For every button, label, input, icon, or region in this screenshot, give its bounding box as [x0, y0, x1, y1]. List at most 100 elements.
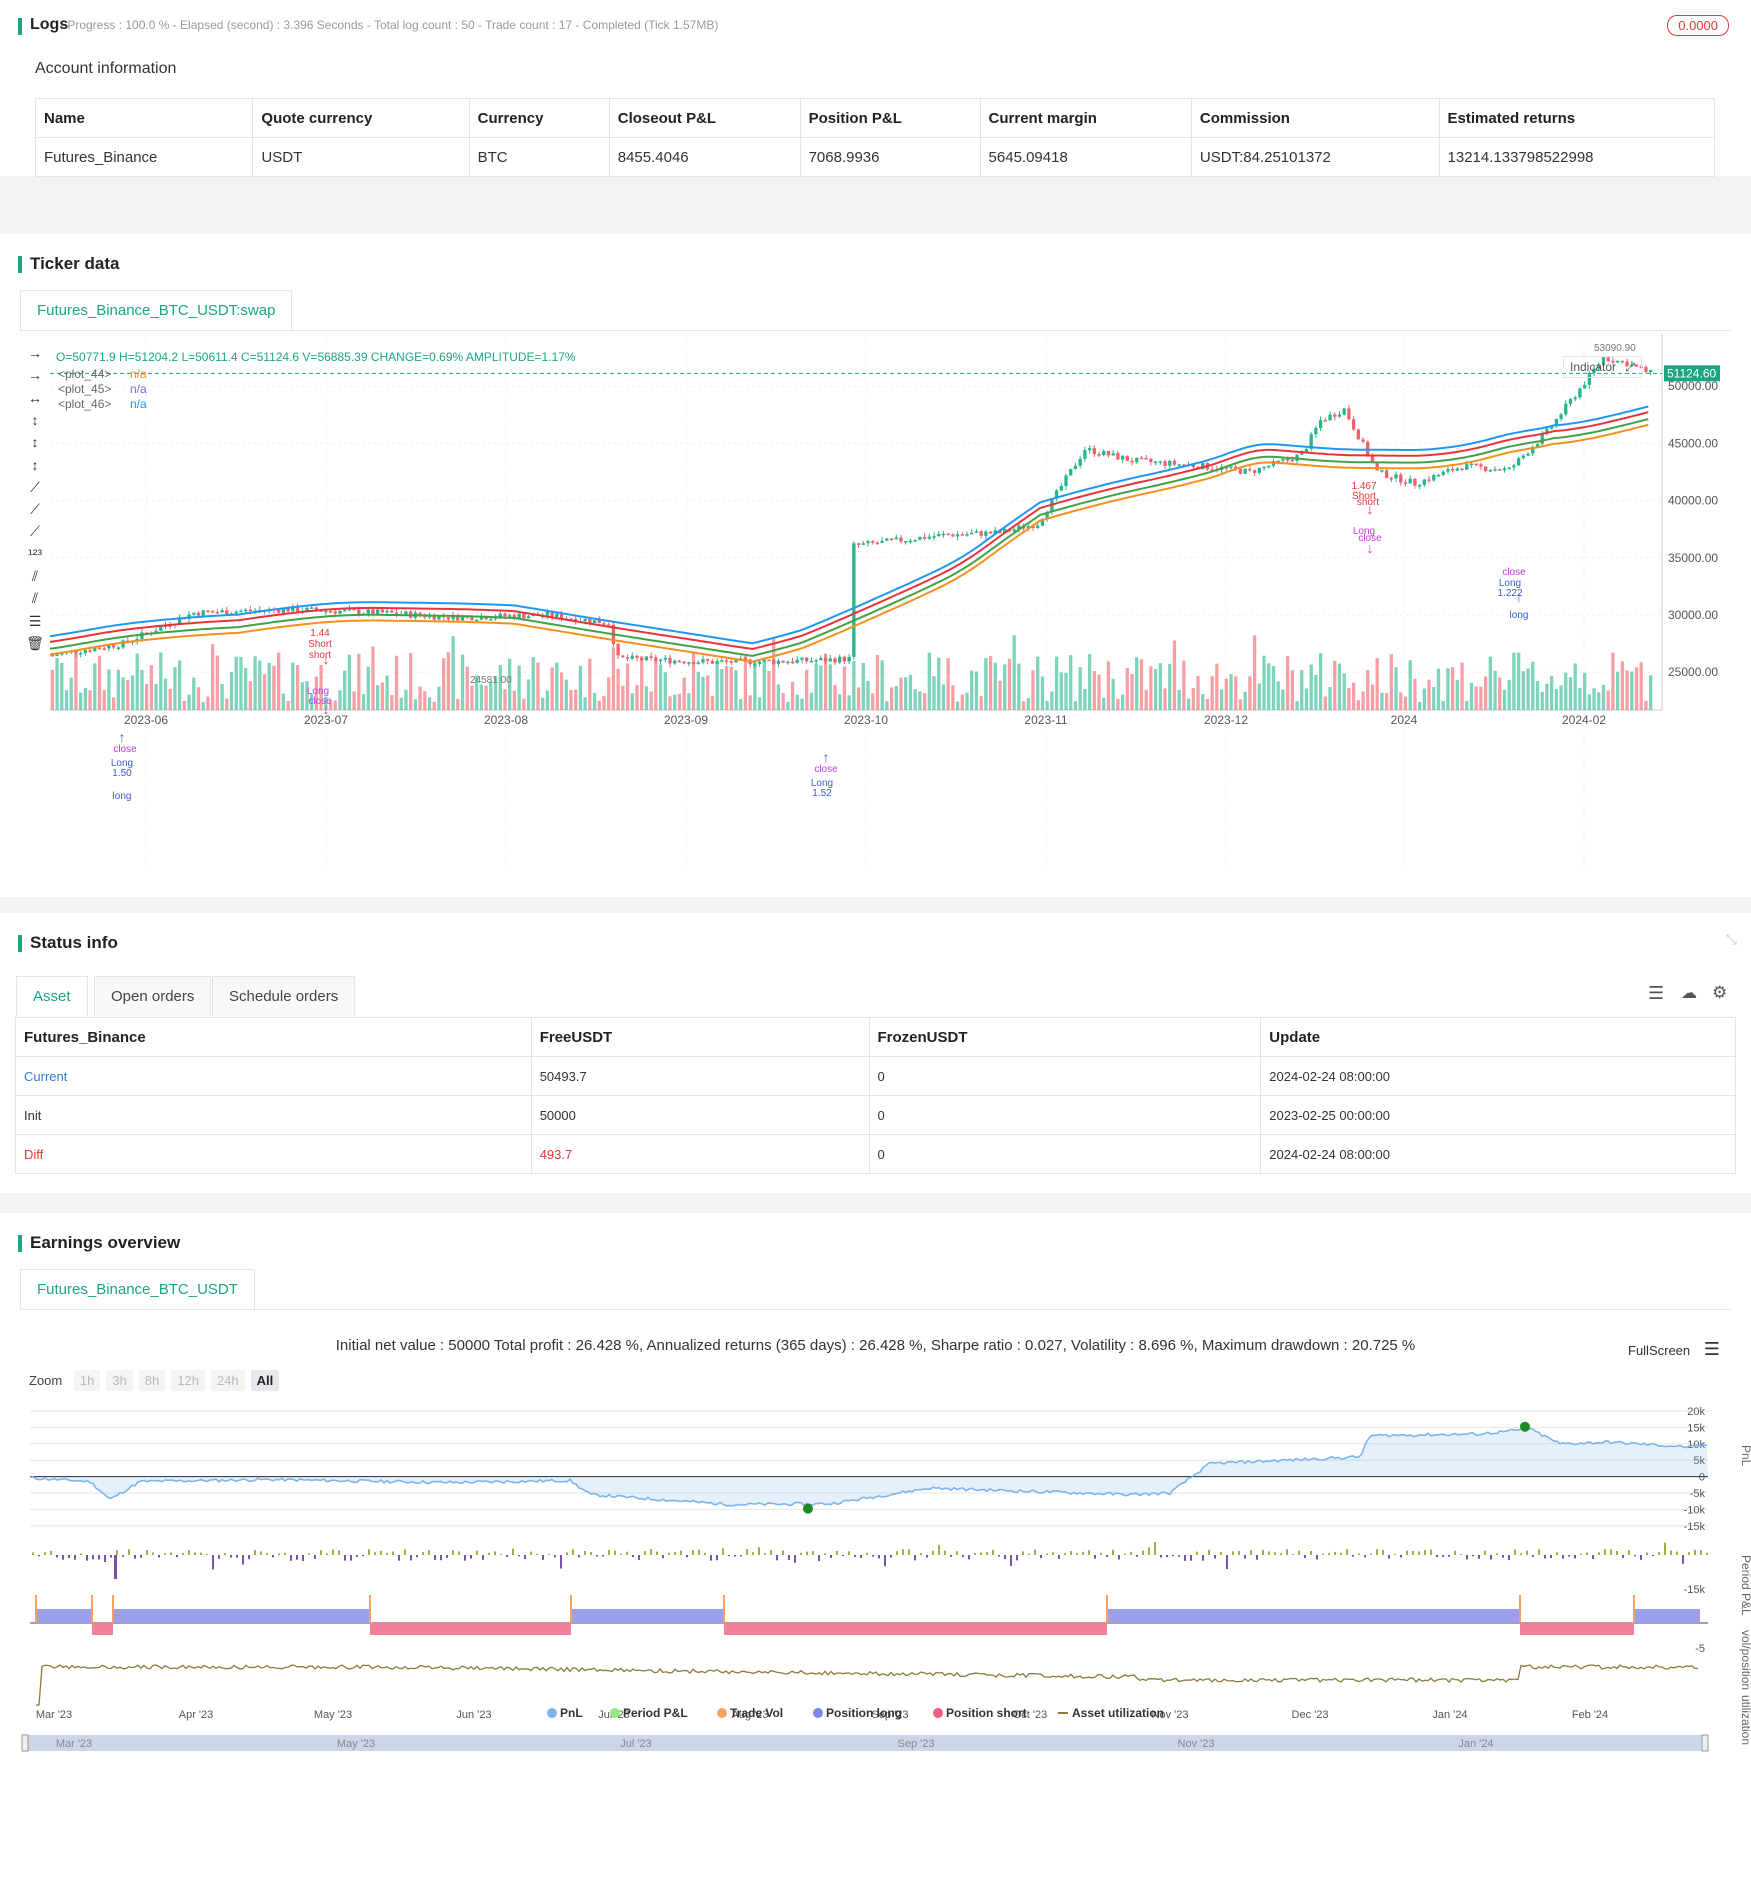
account-col-header: Quote currency: [253, 99, 469, 138]
ma-line-orange: [50, 425, 1648, 662]
list-icon[interactable]: ☰: [1648, 983, 1664, 1004]
expand-icon[interactable]: ⤢: [1625, 360, 1635, 374]
month-tick: 2024-02: [1562, 713, 1606, 727]
high-label: 53090.90: [1594, 343, 1636, 354]
asset-cell: Init: [16, 1096, 532, 1135]
month-tick: Jan '24: [1432, 1709, 1467, 1721]
pnl-tick: -15k: [1684, 1521, 1706, 1533]
logs-status-line: - Progress : 100.0 % - Elapsed (second) …: [60, 18, 718, 32]
utilization-line: [36, 1665, 1698, 1705]
legend-item: <plot_44> n/a: [58, 367, 147, 382]
zoom-12h-button[interactable]: 12h: [171, 1370, 205, 1391]
tab-ticker-symbol[interactable]: Futures_Binance_BTC_USDT:swap: [20, 290, 292, 330]
asset-cell: 2023-02-25 00:00:00: [1261, 1096, 1736, 1135]
trade-arrow-icon: ↓: [323, 651, 330, 667]
month-tick: 2023-06: [124, 713, 168, 727]
price-tick: 55000.00: [1668, 334, 1718, 336]
account-cell: 13214.133798522998: [1439, 138, 1714, 177]
axis-title: vol/position: [1739, 1630, 1751, 1690]
zoom-All-button[interactable]: All: [251, 1370, 280, 1391]
account-table: Name Quote currency Currency Closeout P&L Po…: [35, 98, 1715, 177]
legend-item[interactable]: Trade Vol: [717, 1706, 783, 1720]
navigator-scrollbar[interactable]: [22, 1735, 1708, 1751]
navigator-month: Mar '23: [56, 1738, 92, 1750]
earnings-summary: Initial net value : 50000 Total profit :…: [0, 1337, 1751, 1354]
axis-title: Period P&L: [1739, 1555, 1751, 1616]
asset-cell: 0: [869, 1057, 1261, 1096]
trade-annotation: close: [113, 744, 137, 755]
zoom-8h-button[interactable]: 8h: [139, 1370, 165, 1391]
legend-item[interactable]: PnL: [547, 1706, 583, 1720]
account-cell: 8455.4046: [609, 138, 800, 177]
status-panel: Status info ⤡ Asset Open orders Schedule o…: [0, 913, 1751, 1193]
earnings-title: Earnings overview: [30, 1233, 180, 1253]
logs-badge: 0.0000: [1667, 15, 1729, 36]
legend-item[interactable]: Position short: [933, 1706, 1027, 1720]
ohlc-readout: O=50771.9 H=51204.2 L=50611.4 C=51124.6 …: [56, 350, 576, 364]
tab-schedule-orders[interactable]: Schedule orders: [212, 976, 355, 1016]
month-tick: Dec '23: [1292, 1709, 1329, 1721]
asset-col-header: Update: [1261, 1018, 1736, 1057]
account-cell: USDT: [253, 138, 469, 177]
legend-label: Asset utilization: [1072, 1706, 1164, 1720]
account-col-header: Position P&L: [800, 99, 980, 138]
account-col-header: Closeout P&L: [609, 99, 800, 138]
legend-value: n/a: [130, 367, 147, 381]
trade-annotation: long: [113, 791, 132, 802]
tab-earnings-symbol[interactable]: Futures_Binance_BTC_USDT: [20, 1269, 255, 1309]
zoom-label: Zoom: [29, 1373, 62, 1388]
account-col-header: Commission: [1191, 99, 1439, 138]
ticker-chart: 55000.00 50000.00 45000.00 40000.00 35000.00…: [0, 334, 1751, 894]
status-title: Status info: [30, 933, 118, 953]
gear-icon[interactable]: ⚙: [1712, 983, 1727, 1003]
ma-line-red: [50, 412, 1648, 649]
max-pnl-marker: [1520, 1422, 1530, 1432]
price-tick: 45000.00: [1668, 436, 1718, 450]
legend-name: <plot_45>: [58, 382, 130, 396]
earnings-panel: Earnings overview Futures_Binance_BTC_US…: [0, 1213, 1751, 1892]
tab-asset[interactable]: Asset: [16, 976, 88, 1016]
period-pnl-bars: [32, 1542, 1708, 1579]
legend-name: <plot_44>: [58, 367, 130, 381]
ma-line-green: [50, 419, 1648, 656]
account-col-header: Currency: [469, 99, 609, 138]
collapse-icon[interactable]: ⤡: [1726, 931, 1737, 948]
indicator-legend: <plot_44> n/a <plot_45> n/a <plot_46> n/a: [58, 367, 147, 412]
account-cell: 5645.09418: [980, 138, 1191, 177]
account-cell: USDT:84.25101372: [1191, 138, 1439, 177]
menu-icon[interactable]: ☰: [1704, 1339, 1720, 1359]
zoom-bar: Zoom 1h 3h 8h 12h 24h All: [29, 1370, 285, 1391]
navigator-handle-right[interactable]: [1702, 1735, 1708, 1751]
legend-value: n/a: [130, 397, 147, 411]
navigator-handle-left[interactable]: [22, 1735, 28, 1751]
trade-annotation: close: [814, 764, 838, 775]
navigator-month: Nov '23: [1178, 1738, 1215, 1750]
trade-arrow-icon: ↑: [119, 729, 126, 745]
pnl-area: [30, 1429, 1708, 1506]
zoom-1h-button[interactable]: 1h: [74, 1370, 100, 1391]
trade-arrow-icon: ↓: [323, 701, 330, 717]
price-tick: 40000.00: [1668, 494, 1718, 508]
month-tick: Apr '23: [179, 1709, 214, 1721]
legend-label: PnL: [560, 1706, 583, 1720]
asset-cell: Current: [16, 1057, 532, 1096]
fullscreen-button[interactable]: FullScreen ☰: [1628, 1339, 1720, 1360]
cloud-download-icon[interactable]: ☁: [1681, 983, 1697, 1003]
legend-item: <plot_46> n/a: [58, 397, 147, 412]
zoom-24h-button[interactable]: 24h: [211, 1370, 245, 1391]
zoom-3h-button[interactable]: 3h: [106, 1370, 132, 1391]
indicator-button[interactable]: Indicator ⤢: [1563, 356, 1642, 378]
trade-arrow-icon: ↓: [1367, 501, 1374, 517]
vol-tick: -5: [1695, 1643, 1705, 1655]
asset-table: Futures_Binance FreeUSDT FrozenUSDT Update …: [15, 1017, 1736, 1174]
ticker-panel: Ticker data Futures_Binance_BTC_USDT:swa…: [0, 234, 1751, 897]
legend-item[interactable]: Position long: [813, 1706, 902, 1720]
month-tick: 2023-10: [844, 713, 888, 727]
legend-item[interactable]: Asset utilization: [1058, 1706, 1164, 1720]
tab-open-orders[interactable]: Open orders: [94, 976, 211, 1016]
month-tick: 2023-08: [484, 713, 528, 727]
table-row: Diff 493.7 0 2024-02-24 08:00:00: [16, 1135, 1736, 1174]
legend-label: Trade Vol: [730, 1706, 783, 1720]
trade-annotation: 1.52: [812, 788, 832, 799]
